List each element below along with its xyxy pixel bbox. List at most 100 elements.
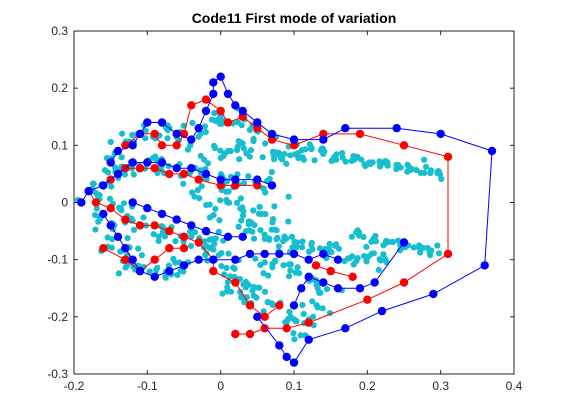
shape-point: [128, 198, 137, 207]
cloud-point: [101, 167, 108, 174]
cloud-point: [260, 185, 267, 192]
shape-point: [172, 129, 181, 139]
shape-point: [157, 209, 167, 219]
cloud-point: [294, 264, 301, 271]
cloud-point: [106, 195, 114, 202]
cloud-point: [180, 180, 187, 187]
cloud-point: [434, 242, 441, 249]
cloud-point: [128, 215, 135, 222]
cloud-point: [198, 183, 205, 190]
cloud-point: [196, 195, 203, 202]
cloud-point: [118, 154, 125, 161]
cloud-point: [407, 166, 414, 174]
shape-point: [275, 249, 284, 259]
cloud-point: [257, 227, 264, 234]
shape-point: [223, 89, 233, 99]
shape-point: [443, 249, 453, 259]
shape-point: [165, 266, 174, 276]
cloud-point: [395, 161, 402, 169]
cloud-point: [111, 164, 119, 171]
cloud-point: [240, 180, 248, 187]
shape-point: [128, 141, 137, 150]
shape-point: [194, 124, 203, 133]
cloud-point: [389, 238, 397, 246]
cloud-point: [292, 269, 299, 276]
shape-point: [194, 238, 203, 247]
shape-point: [377, 306, 387, 316]
cloud-point: [335, 245, 343, 252]
shape-point: [150, 129, 159, 139]
cloud-point: [273, 236, 280, 243]
cloud-point: [331, 242, 338, 249]
cloud-point: [203, 242, 210, 250]
cloud-point: [227, 147, 234, 155]
shape-point: [245, 249, 255, 259]
cloud-point: [287, 267, 294, 274]
cloud-point: [358, 156, 365, 163]
cloud-point: [426, 249, 433, 256]
shape-point: [319, 278, 328, 287]
shape-point: [150, 164, 159, 173]
x-tick-label: 0.2: [359, 379, 376, 393]
shape-point: [179, 244, 189, 253]
blue-shape-series: [77, 72, 497, 367]
cloud-point: [396, 247, 404, 254]
shape-point: [289, 135, 299, 144]
cloud-point: [174, 271, 181, 279]
cloud-point: [268, 169, 275, 176]
shape-point: [443, 152, 453, 161]
shape-point: [231, 101, 240, 110]
x-tick-label: 0.4: [506, 379, 523, 393]
shape-point: [165, 244, 174, 253]
cloud-point: [243, 228, 250, 235]
shape-point: [355, 284, 365, 293]
cloud-point: [140, 214, 147, 221]
shape-point: [289, 301, 299, 310]
cloud-point: [250, 137, 257, 145]
cloud-point: [172, 238, 179, 245]
cloud-point: [318, 145, 325, 152]
x-tick-label: 0: [217, 379, 224, 393]
cloud-point: [211, 144, 219, 152]
shape-point: [253, 312, 262, 321]
cloud-point: [138, 252, 145, 259]
shape-point: [480, 261, 489, 270]
cloud-point: [121, 171, 128, 178]
cloud-point: [251, 222, 258, 229]
cloud-point: [286, 261, 293, 268]
shape-point: [275, 341, 284, 350]
cloud-point: [240, 145, 247, 152]
shape-point: [165, 226, 174, 236]
cloud-point: [289, 244, 296, 251]
shape-point: [253, 175, 262, 184]
cloud-point: [218, 250, 225, 257]
cloud-point: [227, 273, 234, 280]
shape-point: [99, 181, 108, 190]
shape-point: [245, 301, 255, 310]
shape-point: [121, 255, 130, 264]
cloud-point: [262, 140, 269, 147]
cloud-point: [279, 156, 286, 163]
cloud-point: [286, 308, 293, 315]
cloud-point: [339, 150, 346, 157]
cloud-point: [235, 223, 242, 230]
shape-point: [113, 146, 123, 156]
shape-point: [135, 221, 145, 230]
shape-point: [289, 249, 299, 259]
cloud-point: [237, 139, 245, 146]
cloud-point: [281, 150, 288, 158]
cloud-point: [273, 227, 280, 234]
shape-point: [282, 352, 291, 362]
cloud-point: [377, 257, 384, 264]
cloud-point: [326, 240, 333, 248]
cloud-point: [348, 157, 355, 164]
cloud-point: [210, 246, 217, 253]
shape-point: [179, 232, 189, 241]
shape-point: [253, 118, 262, 127]
shape-point: [143, 158, 152, 167]
cloud-point: [253, 294, 260, 301]
shape-point: [487, 146, 497, 156]
cloud-point: [201, 123, 208, 130]
cloud-point: [363, 243, 370, 250]
cloud-point: [217, 154, 224, 162]
